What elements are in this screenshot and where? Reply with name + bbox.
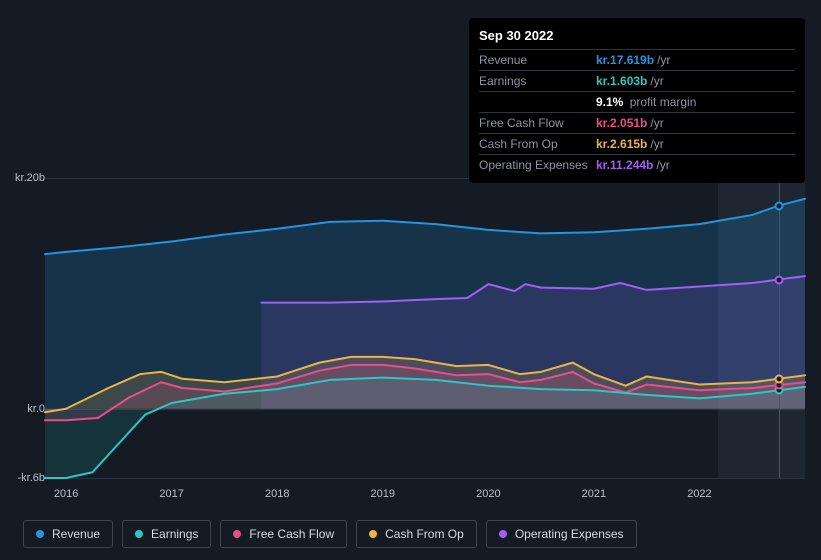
legend-swatch [135, 530, 143, 538]
chart-tooltip: Sep 30 2022 Revenuekr.17.619b /yrEarning… [469, 18, 805, 183]
tooltip-unit: /yr [650, 74, 663, 88]
legend-label: Free Cash Flow [249, 527, 334, 541]
x-axis-label: 2019 [371, 488, 395, 500]
tooltip-title: Sep 30 2022 [479, 24, 795, 50]
tooltip-value: kr.1.603b [596, 74, 647, 88]
tooltip-row: 9.1% profit margin [479, 92, 795, 113]
x-axis-label: 2021 [582, 488, 606, 500]
tooltip-value: kr.11.244b [596, 158, 653, 172]
tooltip-row: Operating Expenseskr.11.244b /yr [479, 155, 795, 175]
x-axis-label: 2018 [265, 488, 289, 500]
legend-swatch [233, 530, 241, 538]
tooltip-unit: /yr [650, 137, 663, 151]
legend-swatch [499, 530, 507, 538]
tooltip-label: Revenue [479, 53, 596, 67]
hover-marker-line [779, 178, 780, 478]
tooltip-value: kr.17.619b [596, 53, 654, 67]
legend-label: Operating Expenses [515, 527, 624, 541]
y-axis-label: -kr.6b [17, 472, 45, 484]
legend-swatch [369, 530, 377, 538]
legend-item-cash-from-op[interactable]: Cash From Op [356, 520, 477, 548]
marker-dot-operating-expenses [774, 275, 783, 284]
financials-chart[interactable]: kr.20b kr.0 -kr.6b 2016 2017 2018 2019 2020 202… [17, 160, 805, 500]
tooltip-label: Operating Expenses [479, 158, 596, 172]
tooltip-value: kr.2.051b [596, 116, 647, 130]
marker-dot-cash-from-op [774, 374, 783, 383]
legend-item-revenue[interactable]: Revenue [23, 520, 113, 548]
legend-swatch [36, 530, 44, 538]
tooltip-row: Revenuekr.17.619b /yr [479, 50, 795, 71]
tooltip-unit: /yr [650, 116, 663, 130]
tooltip-label: Cash From Op [479, 137, 596, 151]
x-axis-label: 2020 [476, 488, 500, 500]
y-axis-label: kr.0 [27, 403, 45, 415]
legend-item-operating-expenses[interactable]: Operating Expenses [486, 520, 637, 548]
legend-item-free-cash-flow[interactable]: Free Cash Flow [220, 520, 347, 548]
tooltip-label: Earnings [479, 74, 596, 88]
tooltip-value: 9.1% [596, 95, 623, 109]
tooltip-row: Earningskr.1.603b /yr [479, 71, 795, 92]
x-axis-label: 2017 [159, 488, 183, 500]
legend-label: Earnings [151, 527, 198, 541]
tooltip-value: kr.2.615b [596, 137, 647, 151]
y-axis-label: kr.20b [15, 172, 45, 184]
chart-legend: Revenue Earnings Free Cash Flow Cash From O… [23, 520, 637, 548]
tooltip-unit: /yr [656, 158, 669, 172]
legend-label: Cash From Op [385, 527, 464, 541]
tooltip-label: Free Cash Flow [479, 116, 596, 130]
legend-item-earnings[interactable]: Earnings [122, 520, 211, 548]
marker-dot-revenue [774, 201, 783, 210]
gridline [45, 478, 805, 479]
tooltip-unit: /yr [657, 53, 670, 67]
tooltip-unit: profit margin [626, 95, 696, 109]
x-axis-label: 2022 [687, 488, 711, 500]
legend-label: Revenue [52, 527, 100, 541]
x-axis-label: 2016 [54, 488, 78, 500]
tooltip-row: Free Cash Flowkr.2.051b /yr [479, 113, 795, 134]
tooltip-row: Cash From Opkr.2.615b /yr [479, 134, 795, 155]
